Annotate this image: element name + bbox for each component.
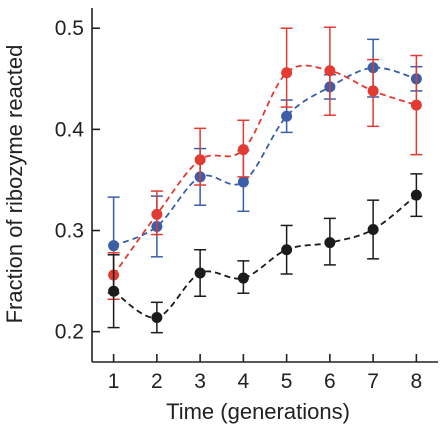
data-point — [108, 240, 120, 252]
y-tick-label: 0.5 — [55, 17, 84, 40]
data-point — [367, 224, 379, 236]
series-layer — [107, 26, 423, 334]
y-axis-title: Fraction of ribozyme reacted — [2, 45, 27, 324]
y-tick-label: 0.3 — [55, 220, 84, 243]
data-point — [237, 272, 249, 284]
x-tick-label: 1 — [108, 370, 120, 393]
x-tick-label: 7 — [367, 370, 379, 393]
series-line — [112, 64, 417, 276]
data-point — [151, 311, 163, 323]
x-tick-label: 3 — [194, 370, 206, 393]
x-axis-title: Time (generations) — [166, 399, 350, 424]
x-tick-label: 5 — [281, 370, 293, 393]
data-point — [324, 65, 336, 77]
series-1 — [107, 38, 423, 294]
x-tick-label: 6 — [324, 370, 336, 393]
series-3 — [107, 173, 423, 334]
data-point — [194, 154, 206, 166]
y-tick-label: 0.4 — [55, 118, 85, 141]
x-tick-label: 2 — [151, 370, 163, 393]
data-point — [324, 237, 336, 249]
data-point — [281, 244, 293, 256]
data-point — [151, 208, 163, 220]
y-tick-label: 0.2 — [55, 321, 84, 344]
data-point — [108, 285, 120, 297]
data-point — [367, 85, 379, 97]
data-point — [237, 176, 249, 188]
x-tick-label: 4 — [238, 370, 250, 393]
labels: Time (generations) Fraction of ribozyme … — [2, 45, 350, 424]
data-point — [410, 99, 422, 111]
data-point — [237, 144, 249, 156]
series-2 — [107, 26, 423, 301]
x-tick-label: 8 — [411, 370, 423, 393]
data-point — [410, 189, 422, 201]
data-point — [281, 67, 293, 79]
data-point — [281, 110, 293, 122]
axes: 0.2 0.3 0.4 0.5 1 2 3 4 5 6 7 8 — [55, 8, 438, 393]
series-line — [113, 66, 417, 247]
data-point — [194, 267, 206, 279]
